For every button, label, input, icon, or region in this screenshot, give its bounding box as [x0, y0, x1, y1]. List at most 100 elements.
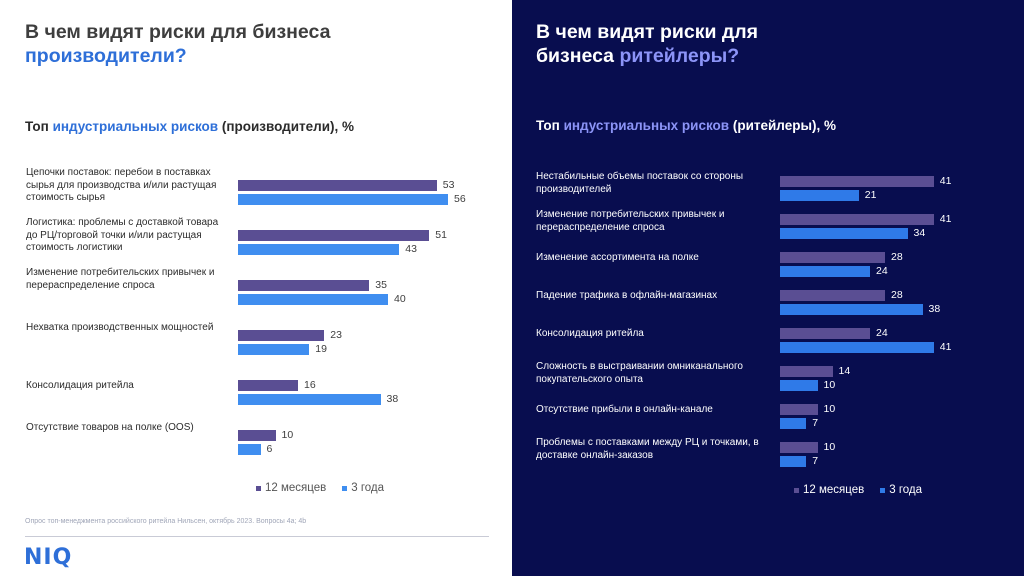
retailers-title-line1: В чем видят риски для [536, 21, 759, 43]
footer-divider [25, 536, 489, 537]
value-label-3y: 6 [266, 443, 273, 455]
producers-title-line2: производители? [25, 45, 187, 67]
bar-12m [238, 230, 430, 241]
subtitle-highlight: индустриальных рисков [563, 118, 730, 133]
bar-3y [238, 294, 388, 305]
bar-3y [780, 342, 934, 353]
bar-12m [780, 366, 833, 377]
value-label-3y: 7 [812, 455, 819, 467]
category-label: Консолидация ритейла [536, 328, 644, 339]
bar-12m [238, 330, 325, 341]
category-label: Нестабильные объемы поставок со стороны … [536, 171, 744, 195]
bar-12m [780, 290, 885, 301]
value-label-12m: 51 [435, 229, 447, 241]
bar-12m [780, 214, 934, 225]
legend-label-12m: 12 месяцев [803, 484, 865, 496]
category-label: Изменение потребительских привычек и пер… [26, 267, 215, 291]
category-label: Логистика: проблемы с доставкой товара д… [26, 217, 219, 253]
retailers-title-line2: бизнеса ритейлеры? [536, 44, 758, 68]
producers-panel: В чем видят риски для бизнеса производит… [24, 20, 489, 570]
value-label-12m: 35 [375, 279, 387, 291]
category-label: Изменение ассортимента на полке [536, 252, 699, 263]
value-label-3y: 21 [864, 189, 877, 201]
producers-title: В чем видят риски для бизнеса производит… [25, 20, 330, 68]
niq-logo: NIQ [24, 545, 73, 570]
retailers-title: В чем видят риски для бизнеса ритейлеры? [536, 20, 758, 68]
value-label-3y: 19 [315, 343, 327, 355]
bar-12m [238, 430, 276, 441]
legend-swatch-3y [342, 485, 348, 491]
value-label-3y: 43 [405, 243, 417, 255]
category-label: Цепочки поставок: перебои в поставках сы… [26, 167, 217, 203]
category-label: Отсутствие товаров на полке (OOS) [26, 422, 194, 433]
subtitle-prefix: Топ [536, 118, 564, 133]
value-label-12m: 10 [823, 403, 836, 415]
bar-3y [238, 444, 261, 455]
category-label: Сложность в выстраивании омниканального … [536, 361, 743, 385]
legend-item-12m: 12 месяцев [256, 482, 326, 494]
bar-3y [780, 456, 807, 467]
bar-12m [238, 280, 370, 291]
legend-swatch-12m [794, 487, 799, 493]
category-label: Отсутствие прибыли в онлайн-канале [536, 404, 713, 415]
legend-swatch-3y [880, 487, 886, 493]
bar-12m [238, 180, 437, 191]
legend-item-3y: 3 года [880, 484, 922, 496]
value-label-3y: 7 [812, 417, 819, 429]
value-label-12m: 28 [891, 251, 903, 263]
source-note: Опрос топ-менеджмента российского ритейл… [25, 518, 307, 525]
value-label-12m: 10 [281, 429, 294, 441]
bar-3y [780, 304, 923, 315]
subtitle-highlight: индустриальных рисков [52, 119, 219, 134]
value-label-3y: 38 [386, 393, 399, 405]
value-label-12m: 41 [939, 175, 952, 187]
bar-3y [780, 266, 870, 277]
bar-12m [780, 442, 818, 453]
bar-12m [238, 380, 298, 391]
value-label-3y: 38 [928, 303, 941, 315]
value-label-12m: 23 [330, 329, 342, 341]
value-label-12m: 14 [838, 365, 851, 377]
bar-12m [780, 404, 818, 415]
legend-swatch-12m [256, 485, 261, 491]
retailers-chart-subtitle: Топ индустриальных рисков (ритейлеры), % [536, 118, 836, 133]
bar-3y [780, 418, 807, 429]
bar-12m [780, 252, 885, 263]
legend-item-12m: 12 месяцев [794, 484, 864, 496]
bar-3y [780, 228, 908, 239]
legend-label-3y: 3 года [889, 484, 923, 496]
value-label-3y: 24 [876, 265, 888, 277]
producers-legend: 12 месяцев 3 года [256, 482, 400, 494]
producers-chart-subtitle: Топ индустриальных рисков (производители… [25, 119, 354, 134]
value-label-12m: 53 [442, 179, 455, 191]
bar-3y [238, 344, 310, 355]
retailers-legend: 12 месяцев 3 года [794, 484, 938, 496]
legend-label-3y: 3 года [351, 482, 385, 494]
producers-title-line1: В чем видят риски для бизнеса [25, 21, 331, 43]
value-label-12m: 41 [939, 213, 952, 225]
value-label-3y: 41 [939, 341, 952, 353]
value-label-12m: 16 [304, 379, 316, 391]
subtitle-prefix: Топ [25, 119, 53, 134]
bar-3y [238, 194, 448, 205]
retailers-panel: В чем видят риски для бизнеса ритейлеры?… [512, 0, 1024, 576]
legend-label-12m: 12 месяцев [265, 482, 327, 494]
legend-item-3y: 3 года [342, 482, 384, 494]
value-label-3y: 10 [823, 379, 836, 391]
category-label: Изменение потребительских привычек и пер… [536, 209, 725, 233]
value-label-12m: 10 [823, 441, 836, 453]
category-label: Консолидация ритейла [26, 380, 134, 391]
value-label-12m: 28 [891, 289, 903, 301]
bar-12m [780, 328, 870, 339]
bar-3y [238, 394, 381, 405]
subtitle-suffix: (производители), % [218, 119, 355, 134]
value-label-3y: 40 [394, 293, 406, 305]
bar-3y [238, 244, 400, 255]
bar-3y [780, 380, 818, 391]
value-label-12m: 24 [876, 327, 888, 339]
bar-12m [780, 176, 934, 187]
category-label: Нехватка производственных мощностей [26, 322, 214, 333]
retailers-title-line2-highlight: ритейлеры? [619, 45, 740, 67]
retailers-title-line2-prefix: бизнеса [536, 45, 620, 67]
category-label: Падение трафика в офлайн-магазинах [536, 290, 718, 301]
